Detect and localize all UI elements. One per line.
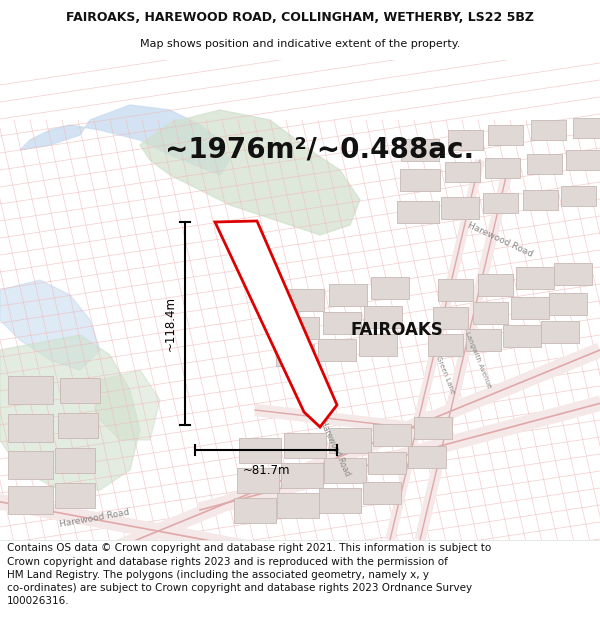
Text: Langwith Avenue: Langwith Avenue: [464, 331, 492, 389]
Bar: [234, 498, 276, 522]
Text: Green Lane: Green Lane: [434, 355, 455, 395]
Bar: [523, 190, 557, 210]
Polygon shape: [20, 105, 230, 175]
Bar: [237, 468, 279, 492]
Polygon shape: [95, 370, 160, 440]
Polygon shape: [0, 280, 100, 370]
Bar: [441, 197, 479, 219]
Bar: [324, 458, 366, 482]
Bar: [478, 274, 512, 296]
Bar: [503, 325, 541, 347]
Bar: [397, 201, 439, 223]
Bar: [487, 125, 523, 145]
Bar: [55, 448, 95, 472]
Bar: [368, 452, 406, 474]
Bar: [373, 424, 411, 446]
Bar: [511, 297, 549, 319]
Bar: [554, 263, 592, 285]
Bar: [566, 150, 600, 170]
Bar: [329, 284, 367, 306]
Bar: [437, 279, 473, 301]
Bar: [572, 118, 600, 138]
Bar: [400, 169, 440, 191]
Bar: [549, 293, 587, 315]
Polygon shape: [0, 335, 140, 490]
Text: ~118.4m: ~118.4m: [164, 296, 177, 351]
Bar: [363, 482, 401, 504]
Bar: [7, 414, 53, 442]
Text: Contains OS data © Crown copyright and database right 2021. This information is : Contains OS data © Crown copyright and d…: [7, 543, 491, 606]
Bar: [485, 158, 520, 178]
Bar: [427, 334, 463, 356]
Text: FAIROAKS: FAIROAKS: [350, 321, 443, 339]
Bar: [281, 317, 319, 339]
Text: Harewood Road: Harewood Road: [466, 221, 534, 259]
Text: ~81.7m: ~81.7m: [242, 464, 290, 477]
Text: Map shows position and indicative extent of the property.: Map shows position and indicative extent…: [140, 39, 460, 49]
Bar: [7, 486, 53, 514]
Bar: [318, 339, 356, 361]
Bar: [284, 432, 326, 457]
Bar: [516, 267, 554, 289]
Text: Harewood Road: Harewood Road: [59, 508, 131, 529]
Bar: [466, 329, 500, 351]
Bar: [359, 334, 397, 356]
Bar: [371, 277, 409, 299]
Bar: [329, 428, 371, 452]
Bar: [277, 492, 319, 518]
Bar: [319, 488, 361, 512]
Bar: [414, 417, 452, 439]
Bar: [281, 462, 323, 488]
Text: ~1976m²/~0.488ac.: ~1976m²/~0.488ac.: [165, 136, 474, 164]
Bar: [530, 120, 566, 140]
Text: FAIROAKS, HAREWOOD ROAD, COLLINGHAM, WETHERBY, LS22 5BZ: FAIROAKS, HAREWOOD ROAD, COLLINGHAM, WET…: [66, 11, 534, 24]
Polygon shape: [0, 60, 310, 370]
Bar: [408, 446, 446, 468]
Bar: [445, 162, 479, 182]
Bar: [7, 451, 53, 479]
Bar: [560, 186, 595, 206]
Polygon shape: [215, 221, 337, 427]
Bar: [541, 321, 579, 343]
Bar: [527, 154, 562, 174]
Bar: [473, 302, 508, 324]
Bar: [448, 130, 482, 150]
Bar: [276, 344, 314, 366]
Text: Harewood Road: Harewood Road: [318, 419, 352, 478]
Bar: [364, 306, 402, 328]
Bar: [58, 412, 98, 437]
Bar: [7, 376, 53, 404]
Polygon shape: [140, 110, 360, 235]
Bar: [60, 378, 100, 402]
Bar: [482, 193, 517, 213]
Bar: [239, 438, 281, 462]
Bar: [401, 139, 439, 161]
Bar: [323, 312, 361, 334]
Bar: [286, 289, 324, 311]
Bar: [433, 307, 467, 329]
Bar: [55, 482, 95, 508]
